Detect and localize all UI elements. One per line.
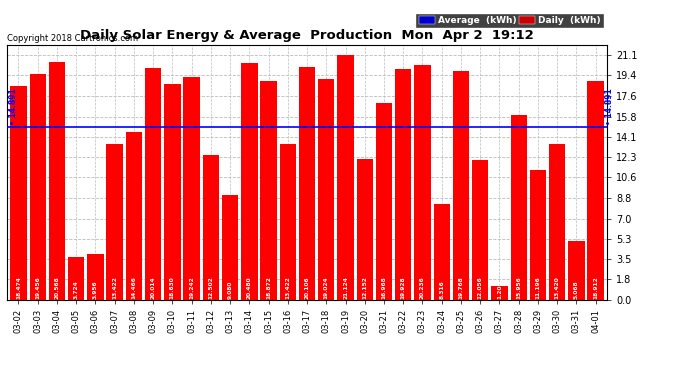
Bar	[433, 204, 450, 300]
Text: 21.124: 21.124	[343, 276, 348, 299]
Bar	[222, 195, 238, 300]
Bar	[49, 62, 65, 300]
Text: 18.630: 18.630	[170, 276, 175, 299]
Text: 5.068: 5.068	[574, 280, 579, 299]
Text: 19.024: 19.024	[324, 276, 329, 299]
Bar	[145, 68, 161, 300]
Bar	[472, 160, 489, 300]
Bar	[203, 155, 219, 300]
Bar	[106, 144, 123, 300]
Text: • 14.891: • 14.891	[605, 88, 614, 125]
Bar	[414, 66, 431, 300]
Bar	[337, 55, 354, 300]
Text: 8.316: 8.316	[440, 280, 444, 299]
Bar	[10, 86, 27, 300]
Text: Copyright 2018 Cartronics.com: Copyright 2018 Cartronics.com	[7, 34, 138, 43]
Text: 13.422: 13.422	[112, 276, 117, 299]
Bar	[318, 80, 335, 300]
Text: 18.474: 18.474	[16, 276, 21, 299]
Text: 13.422: 13.422	[285, 276, 290, 299]
Bar	[530, 170, 546, 300]
Bar	[87, 254, 104, 300]
Bar	[587, 81, 604, 300]
Bar	[279, 144, 296, 300]
Text: 20.236: 20.236	[420, 276, 425, 299]
Bar	[511, 115, 527, 300]
Text: 12.502: 12.502	[208, 276, 213, 299]
Text: 15.956: 15.956	[516, 276, 521, 299]
Bar	[453, 71, 469, 300]
Bar	[126, 132, 142, 300]
Text: • 14.891: • 14.891	[9, 88, 18, 125]
Bar	[260, 81, 277, 300]
Text: 11.196: 11.196	[535, 276, 540, 299]
Bar	[30, 75, 46, 300]
Text: 19.768: 19.768	[458, 276, 464, 299]
Text: 20.568: 20.568	[55, 276, 59, 299]
Bar	[164, 84, 181, 300]
Text: 16.968: 16.968	[382, 276, 386, 299]
Bar	[357, 159, 373, 300]
Text: 20.106: 20.106	[304, 276, 310, 299]
Text: 19.928: 19.928	[401, 276, 406, 299]
Bar	[491, 286, 508, 300]
Text: 18.912: 18.912	[593, 276, 598, 299]
Text: 12.056: 12.056	[477, 276, 483, 299]
Text: 3.956: 3.956	[93, 280, 98, 299]
Text: 3.724: 3.724	[74, 280, 79, 299]
Title: Daily Solar Energy & Average  Production  Mon  Apr 2  19:12: Daily Solar Energy & Average Production …	[80, 30, 534, 42]
Bar	[395, 69, 411, 300]
Bar	[376, 104, 392, 300]
Text: 20.014: 20.014	[150, 276, 156, 299]
Bar	[241, 63, 257, 300]
Bar	[569, 241, 584, 300]
Bar	[549, 144, 565, 300]
Text: 19.242: 19.242	[189, 276, 194, 299]
Text: 12.152: 12.152	[362, 276, 367, 299]
Text: 20.480: 20.480	[247, 276, 252, 299]
Text: 1.208: 1.208	[497, 280, 502, 299]
Text: 19.456: 19.456	[35, 276, 40, 299]
Text: 13.420: 13.420	[555, 276, 560, 299]
Bar	[68, 257, 84, 300]
Text: 9.080: 9.080	[228, 280, 233, 299]
Text: 14.466: 14.466	[131, 276, 137, 299]
Text: 18.872: 18.872	[266, 276, 271, 299]
Bar	[299, 67, 315, 300]
Bar	[184, 77, 200, 300]
Legend: Average  (kWh), Daily  (kWh): Average (kWh), Daily (kWh)	[416, 14, 602, 27]
